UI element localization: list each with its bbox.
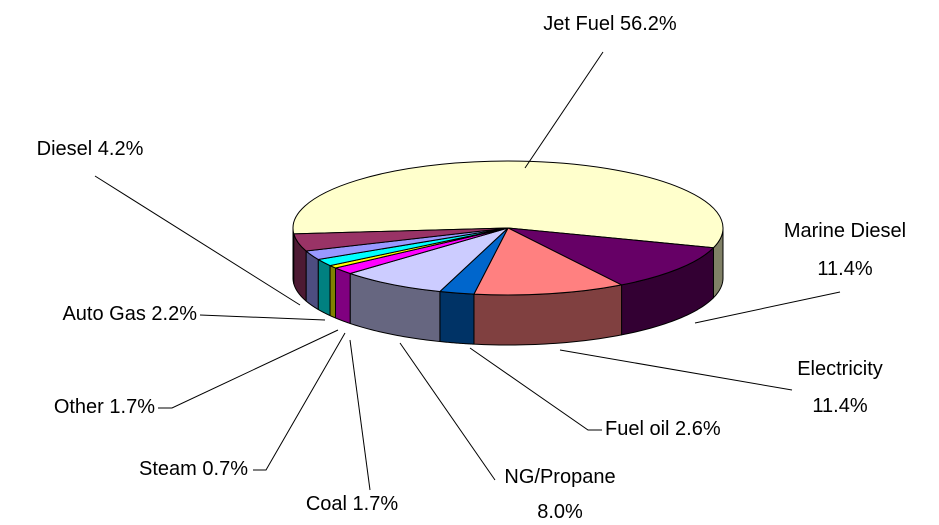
leader-line [349, 339, 371, 491]
value-label: 4.2% [98, 138, 144, 160]
leader-line [158, 329, 339, 409]
value-label: 11.4% [812, 395, 867, 417]
data-label: Marine Diesel [784, 220, 906, 242]
value-label: 8.0% [537, 501, 583, 523]
data-label: 11.4% [812, 395, 867, 417]
data-label: Other 1.7% [54, 396, 155, 418]
leader-line [399, 342, 496, 481]
data-label: Jet Fuel 56.2% [543, 13, 677, 35]
category-label: Diesel [37, 138, 93, 160]
value-label: 1.7% [109, 396, 155, 418]
pie-slice [293, 227, 509, 252]
value-label: 1.7% [353, 493, 399, 515]
data-label: Auto Gas 2.2% [62, 303, 197, 325]
leader-line [253, 332, 346, 471]
category-label: Fuel oil [605, 418, 669, 440]
category-label: Auto Gas [62, 303, 145, 325]
leader-line [524, 51, 604, 169]
pie-side [335, 267, 351, 324]
data-label: Diesel 4.2% [37, 138, 144, 160]
data-label: Steam 0.7% [139, 458, 248, 480]
pie-side [317, 258, 331, 317]
value-label: 56.2% [620, 13, 677, 35]
pie-slice [292, 160, 724, 249]
data-label: Fuel oil 2.6% [605, 418, 721, 440]
data-label: 11.4% [817, 258, 872, 280]
data-label: NG/Propane [504, 466, 615, 488]
value-label: 0.7% [202, 458, 248, 480]
data-label: Electricity [797, 358, 883, 380]
category-label: NG/Propane [504, 466, 615, 488]
data-label: 8.0% [537, 501, 583, 523]
leader-line [199, 314, 326, 321]
pie-side [329, 265, 337, 319]
pie-side [305, 250, 319, 310]
category-label: Electricity [797, 358, 883, 380]
value-label: 2.6% [675, 418, 721, 440]
value-label: 11.4% [817, 258, 872, 280]
leader-line [694, 291, 841, 324]
category-label: Coal [306, 493, 347, 515]
category-label: Marine Diesel [784, 220, 906, 242]
pie-slice [473, 227, 623, 296]
pie-slice [349, 227, 509, 293]
leader-line [94, 175, 301, 306]
pie-side [439, 291, 475, 345]
category-label: Jet Fuel [543, 13, 614, 35]
category-label: Steam [139, 458, 197, 480]
category-label: Other [54, 396, 104, 418]
value-label: 2.2% [151, 303, 197, 325]
leader-line [469, 347, 602, 431]
leader-line [559, 349, 793, 391]
pie-slice [507, 227, 714, 286]
data-label: Coal 1.7% [306, 493, 399, 515]
